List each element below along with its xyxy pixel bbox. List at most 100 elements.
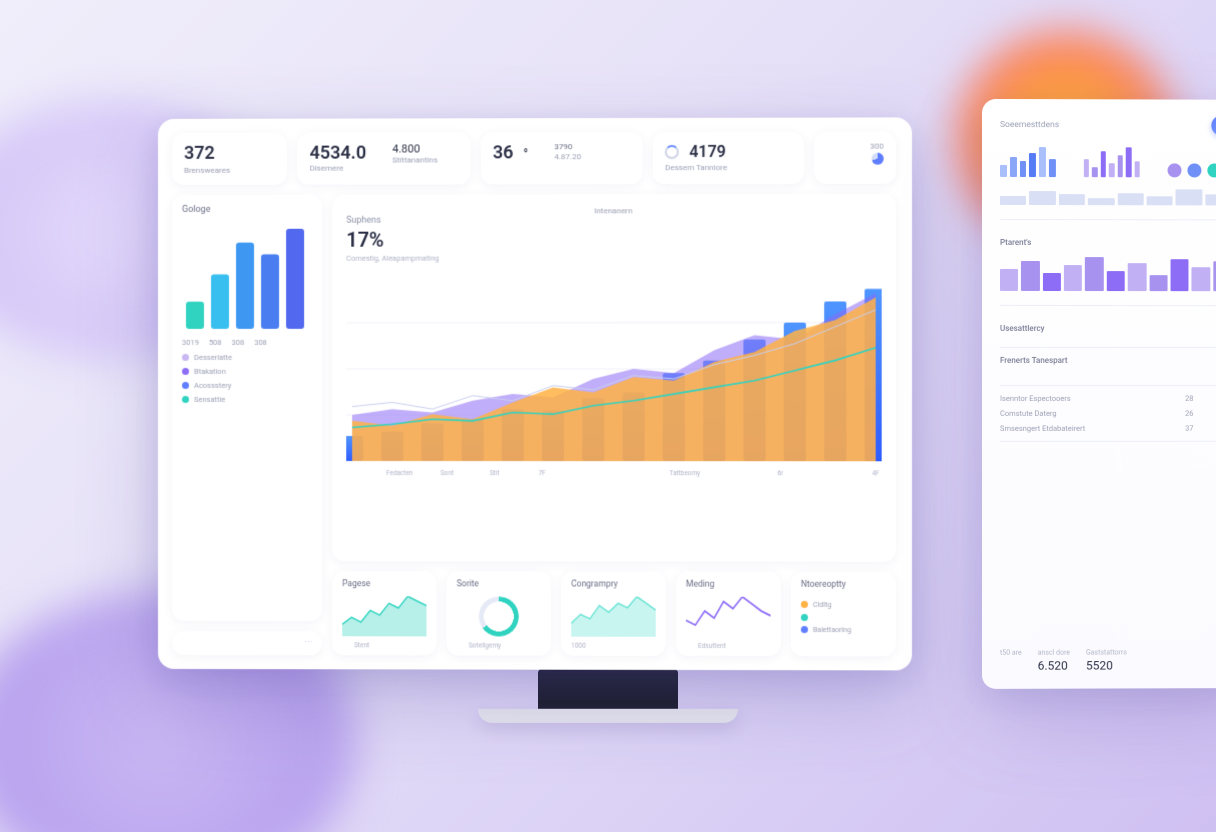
svg-text:Fedacten: Fedacten bbox=[386, 469, 413, 477]
bar bbox=[1000, 165, 1007, 177]
peer-icon bbox=[1168, 163, 1182, 177]
side-foot-block: anscl dore6.520 bbox=[1038, 648, 1070, 672]
search-card[interactable]: ⋯ bbox=[172, 631, 322, 655]
bar bbox=[1149, 275, 1167, 291]
chart-headline: 17% bbox=[346, 227, 439, 251]
bar bbox=[1085, 257, 1103, 291]
metric-card-2[interactable]: 4534.0 Disemere 4.800 Stittanantins bbox=[298, 132, 471, 184]
mini-foot: 1000 bbox=[571, 641, 656, 649]
metric-value: 36 bbox=[493, 142, 528, 163]
bar bbox=[1092, 167, 1097, 177]
bar bbox=[1205, 194, 1216, 205]
table-title: Frenerts Tanespart bbox=[1000, 356, 1216, 365]
left-bars-footer: 3019508308308 bbox=[182, 337, 312, 346]
pie-icon bbox=[872, 152, 884, 164]
mini-body bbox=[571, 593, 656, 639]
legend-item: Cldltg bbox=[801, 600, 886, 608]
legend-item: Desserlatte bbox=[182, 352, 312, 361]
mini-card-2[interactable]: Congrampry 1000 bbox=[561, 571, 666, 655]
left-bars-legend: DesserlatteBtakationAcosssterySensattie bbox=[182, 350, 312, 405]
divider bbox=[1000, 305, 1216, 306]
monitor-base bbox=[478, 709, 738, 723]
metric-label: 300 bbox=[870, 141, 884, 150]
metric-label: Brensweares bbox=[184, 165, 276, 174]
side-foot-block: t50 are bbox=[1000, 648, 1022, 672]
mini-cards-row: Pagese Stent Sorite Sotellgemy Congrampr… bbox=[332, 571, 896, 656]
metric-card-5[interactable]: 300 bbox=[814, 131, 896, 183]
table-row[interactable]: Smsesngert Etdabateirert376.8 bbox=[1000, 423, 1216, 432]
metric-card-1[interactable]: 372 Brensweares bbox=[172, 132, 288, 184]
bar bbox=[1000, 196, 1026, 205]
peer-icon bbox=[1207, 163, 1216, 177]
center-column: Intenanern Suphens 17% Comestig, Aleapam… bbox=[332, 193, 896, 655]
bar bbox=[1049, 159, 1056, 177]
metric-card-4[interactable]: 4179 Dessem Tanniore bbox=[653, 131, 804, 183]
side-mini-bars-2 bbox=[1084, 147, 1140, 177]
metric-row: 372 Brensweares 4534.0 Disemere 4.800 St… bbox=[172, 131, 896, 184]
chart-title: Gologe bbox=[182, 204, 312, 214]
axis-label: 508 bbox=[209, 338, 222, 347]
side-peers bbox=[1168, 163, 1216, 177]
side-mini-bars-3 bbox=[1000, 253, 1216, 291]
metric-value: 4179 bbox=[689, 142, 726, 161]
chart-caption: Comestig, Aleapampmating bbox=[346, 253, 439, 262]
side-ybar bbox=[1000, 189, 1216, 205]
mini-title: Congrampry bbox=[571, 579, 656, 589]
mini-title: Ntoereoptty bbox=[801, 579, 886, 589]
table-row[interactable]: Comstute Daterg265.80 bbox=[1000, 409, 1216, 418]
mini-card-1[interactable]: Sorite Sotellgemy bbox=[447, 571, 552, 655]
ring-icon bbox=[665, 144, 679, 158]
divider bbox=[1000, 385, 1216, 386]
legend-item bbox=[801, 613, 886, 620]
divider bbox=[1000, 347, 1216, 348]
mini-body: CldltgBalettaoring bbox=[801, 593, 886, 639]
mini-body bbox=[457, 593, 541, 639]
bar bbox=[1088, 198, 1114, 205]
avatar[interactable] bbox=[1211, 115, 1216, 135]
left-bars-card[interactable]: Gologe 3019508308308 DesserlatteBtakatio… bbox=[172, 194, 322, 621]
divider bbox=[1000, 440, 1216, 441]
bar bbox=[1128, 263, 1146, 291]
main-chart: FedactenSontStit7FTattbeomy6r4F bbox=[346, 266, 881, 477]
bar bbox=[1170, 259, 1188, 291]
search-input[interactable] bbox=[188, 638, 298, 647]
side-foot-block: Gaststattorrs5520 bbox=[1086, 648, 1127, 672]
ellipsis-icon[interactable]: ⋯ bbox=[304, 638, 313, 648]
bar bbox=[1109, 163, 1114, 177]
bar bbox=[1029, 153, 1036, 177]
left-column: Gologe 3019508308308 DesserlatteBtakatio… bbox=[172, 194, 322, 655]
side-header: Soeemesttdens bbox=[1000, 115, 1216, 136]
donut-icon bbox=[479, 596, 519, 636]
svg-text:Stit: Stit bbox=[490, 469, 500, 477]
svg-text:Sont: Sont bbox=[440, 469, 453, 477]
mini-card-0[interactable]: Pagese Stent bbox=[332, 571, 436, 655]
metric-card-3[interactable]: 36 3790 4.87.20 bbox=[481, 132, 643, 184]
peer-icon bbox=[1187, 163, 1201, 177]
mini-title: Sorite bbox=[457, 579, 541, 589]
side-list-title: Ptarent's bbox=[1000, 238, 1216, 247]
bar bbox=[1039, 147, 1046, 177]
svg-text:7F: 7F bbox=[538, 469, 546, 477]
mini-card-4[interactable]: Ntoereoptty CldltgBalettaoring bbox=[791, 571, 896, 656]
mini-card-3[interactable]: Meding Edsuttent bbox=[676, 571, 781, 656]
dashboard-screen: 372 Brensweares 4534.0 Disemere 4.800 St… bbox=[158, 117, 912, 670]
side-footer: t50 are anscl dore6.520 Gaststattorrs5520 bbox=[1000, 648, 1216, 673]
bar bbox=[1126, 147, 1131, 177]
metric-aux: 4.87.20 bbox=[554, 152, 581, 161]
mini-title: Meding bbox=[686, 579, 771, 589]
bar bbox=[1020, 161, 1027, 177]
stage: 372 Brensweares 4534.0 Disemere 4.800 St… bbox=[158, 119, 1058, 723]
mini-title: Pagese bbox=[342, 579, 426, 589]
bar bbox=[1000, 269, 1018, 291]
bar bbox=[1101, 151, 1106, 177]
bar bbox=[1107, 271, 1125, 291]
side-title: Soeemesttdens bbox=[1000, 120, 1059, 130]
metric-label: Dessem Tanniore bbox=[665, 162, 792, 171]
table-row[interactable]: Isenntor Espectooers283.85 bbox=[1000, 394, 1216, 403]
chart-overline: Intenanern bbox=[346, 206, 881, 216]
metric-label: Disemere bbox=[310, 163, 367, 172]
svg-text:Tattbeomy: Tattbeomy bbox=[670, 469, 701, 477]
main-chart-card[interactable]: Intenanern Suphens 17% Comestig, Aleapam… bbox=[332, 193, 896, 561]
svg-text:6r: 6r bbox=[777, 469, 784, 477]
bar bbox=[1117, 192, 1143, 204]
